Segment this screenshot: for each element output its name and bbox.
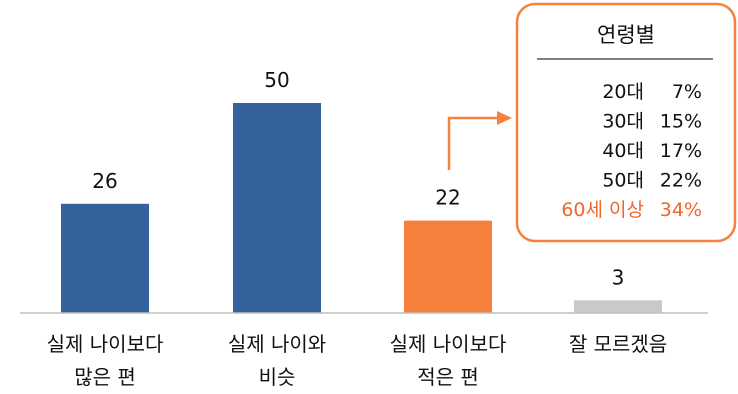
category-label: 잘 모르겠음 bbox=[569, 332, 667, 356]
bar bbox=[404, 220, 492, 313]
bar bbox=[574, 300, 662, 313]
category-label: 많은 편 bbox=[74, 365, 136, 389]
category-label: 비슷 bbox=[259, 365, 296, 389]
bar bbox=[61, 203, 149, 313]
callout-age-group: 50대 bbox=[602, 170, 644, 192]
bar-value-label: 22 bbox=[435, 186, 460, 210]
bar-value-label: 26 bbox=[92, 169, 117, 193]
bar-value-label: 50 bbox=[264, 68, 289, 92]
callout-age-group: 40대 bbox=[602, 140, 644, 162]
bar bbox=[233, 103, 321, 313]
callout-percentage: 34% bbox=[660, 199, 702, 221]
callout-percentage: 22% bbox=[660, 170, 702, 192]
bar-value-label: 3 bbox=[612, 265, 625, 289]
callout-percentage: 7% bbox=[672, 81, 702, 103]
category-label: 실제 나이보다 bbox=[47, 332, 164, 356]
category-label: 적은 편 bbox=[417, 365, 479, 389]
bars-layer bbox=[61, 103, 662, 313]
callout-age-group: 60세 이상 bbox=[561, 199, 644, 221]
connector-line bbox=[447, 116, 497, 170]
category-label: 실제 나이와 bbox=[228, 332, 326, 356]
connector-arrowhead bbox=[497, 111, 512, 125]
value-labels-layer: 26 50 22 3 bbox=[92, 68, 624, 289]
callout-percentage: 15% bbox=[660, 111, 702, 133]
callout-border bbox=[515, 2, 737, 243]
callout-age-group: 20대 bbox=[602, 81, 644, 103]
callout-connector bbox=[447, 111, 512, 170]
callout-age-group: 30대 bbox=[602, 111, 644, 133]
callout-rows: 20대 7% 30대 15% 40대 17% 50대 22% 60세 이상 34% bbox=[561, 81, 702, 221]
callout-title: 연령별 bbox=[597, 23, 655, 47]
category-label: 실제 나이보다 bbox=[390, 332, 507, 356]
callout-percentage: 17% bbox=[660, 140, 702, 162]
callout-box: 연령별 20대 7% 30대 15% 40대 17% 50대 22% 60세 이상 34% bbox=[515, 2, 737, 243]
